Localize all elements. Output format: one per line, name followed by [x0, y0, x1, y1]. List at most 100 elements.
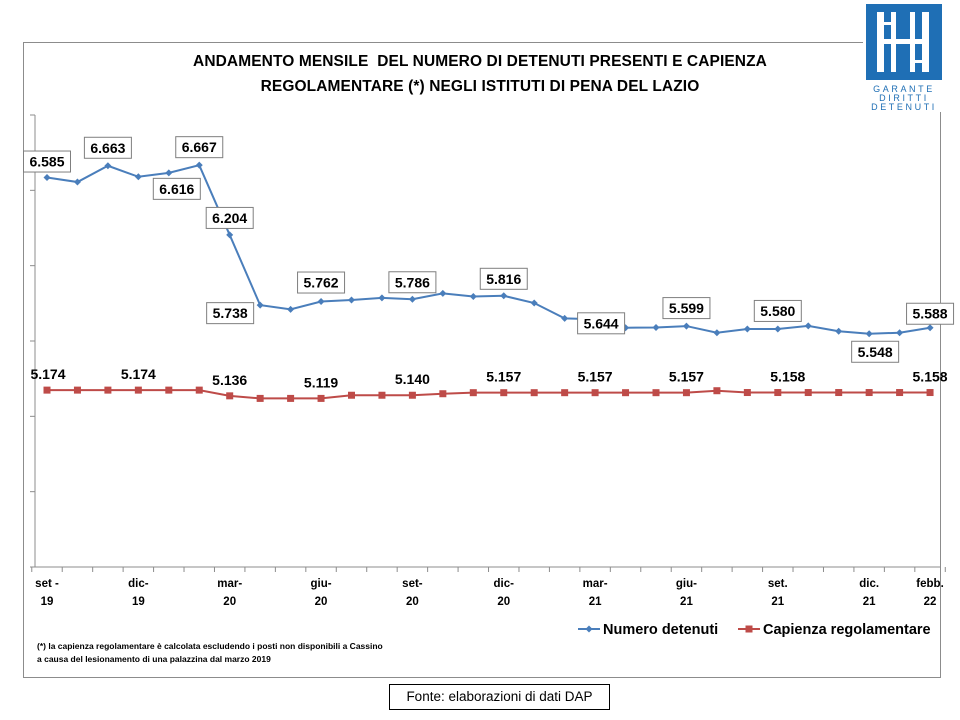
- data-point: [165, 169, 173, 177]
- data-point: [682, 389, 690, 397]
- value-label: 5.599: [669, 300, 704, 316]
- x-tick-label: giu-: [311, 578, 332, 590]
- data-point: [835, 389, 843, 397]
- data-point: [713, 387, 721, 395]
- data-point: [774, 389, 782, 397]
- value-label-box: [662, 297, 711, 320]
- x-tick-label: 21: [771, 596, 784, 608]
- value-label: 5.136: [212, 372, 247, 388]
- data-point: [530, 299, 538, 307]
- x-tick-label: set-: [402, 578, 423, 590]
- value-label: 6.616: [159, 181, 194, 197]
- value-label-box: [388, 271, 437, 294]
- footnote-line-1: (*) la capienza regolamentare è calcolat…: [37, 641, 383, 651]
- data-point: [469, 389, 477, 397]
- value-label: 5.738: [213, 305, 248, 321]
- data-point: [43, 386, 51, 394]
- value-label: 5.762: [304, 275, 339, 291]
- x-tick-label: dic-: [128, 578, 149, 590]
- value-label: 5.140: [395, 371, 430, 387]
- data-point: [743, 325, 751, 333]
- data-point: [591, 389, 599, 397]
- data-point: [530, 389, 538, 397]
- data-point: [469, 293, 477, 301]
- data-point: [561, 389, 569, 397]
- data-point: [73, 178, 81, 186]
- value-label: 6.667: [182, 139, 217, 155]
- data-point: [439, 390, 447, 398]
- x-tick-label: 21: [863, 596, 876, 608]
- data-point: [652, 323, 660, 331]
- data-point: [195, 386, 203, 394]
- data-point: [256, 301, 264, 309]
- data-point: [165, 386, 173, 394]
- x-tick-label: 22: [924, 596, 937, 608]
- data-point: [896, 329, 904, 337]
- series-line: [46, 163, 931, 335]
- value-label: 5.174: [121, 366, 156, 382]
- value-label: 5.158: [770, 369, 805, 385]
- source-note: Fonte: elaborazioni di dati DAP: [389, 684, 610, 710]
- value-label-box: [906, 302, 955, 325]
- value-label: 5.548: [858, 344, 893, 360]
- x-tick-label: set -: [35, 578, 59, 590]
- value-label-box: [152, 177, 201, 200]
- data-point: [804, 389, 812, 397]
- data-point: [348, 296, 355, 304]
- legend-label: Numero detenuti: [603, 622, 718, 638]
- data-point: [134, 386, 142, 394]
- data-point: [348, 391, 355, 399]
- data-point: [865, 389, 873, 397]
- value-label-box: [479, 267, 528, 290]
- x-tick-label: 21: [589, 596, 602, 608]
- data-point: [439, 289, 447, 297]
- logo-text-line-2: DIRITTI: [879, 93, 929, 103]
- data-point: [774, 325, 782, 333]
- garante-logo: GARANTE DIRITTI DETENUTI: [863, 2, 943, 112]
- footnote: (*) la capienza regolamentare è calcolat…: [37, 640, 383, 666]
- data-point: [256, 394, 264, 402]
- data-point: [926, 389, 934, 397]
- data-point: [317, 298, 325, 306]
- value-label-box: [83, 136, 132, 159]
- value-label: 5.158: [913, 369, 948, 385]
- data-point: [500, 292, 508, 300]
- value-label: 5.119: [304, 374, 338, 390]
- value-label: 5.157: [669, 369, 704, 385]
- x-tick-label: mar-: [583, 578, 608, 590]
- value-label: 5.786: [395, 274, 430, 290]
- garante-logo-icon: GARANTE DIRITTI DETENUTI: [866, 4, 942, 112]
- x-tick-label: febb.: [916, 578, 943, 590]
- data-point: [622, 389, 630, 397]
- data-point: [195, 161, 203, 169]
- value-label: 5.157: [578, 369, 613, 385]
- x-tick-label: set.: [768, 578, 788, 590]
- value-label: 5.644: [584, 315, 619, 331]
- data-point: [134, 173, 142, 181]
- data-point: [408, 295, 416, 303]
- value-label: 5.157: [486, 369, 521, 385]
- logo-text-line-3: DETENUTI: [871, 102, 937, 112]
- value-label: 5.588: [913, 306, 948, 322]
- data-point: [226, 231, 234, 239]
- value-label-box: [753, 299, 802, 322]
- value-label: 6.585: [29, 154, 64, 170]
- data-point: [865, 330, 873, 338]
- legend-marker: [745, 625, 753, 633]
- logo-text-line-1: GARANTE: [873, 84, 935, 94]
- data-point: [43, 174, 51, 182]
- data-point: [713, 329, 721, 337]
- series-line: [47, 389, 931, 400]
- data-point: [926, 324, 934, 332]
- footnote-line-2: a causa del lesionamento di una palazzin…: [37, 654, 271, 664]
- data-point: [561, 314, 569, 322]
- value-label-box: [577, 312, 626, 335]
- data-point: [500, 389, 508, 397]
- chart-title-line-2: REGOLAMENTARE (*) NEGLI ISTITUTI DI PENA…: [260, 78, 700, 95]
- data-point: [378, 294, 386, 302]
- value-label: 6.204: [212, 210, 247, 226]
- x-tick-label: dic-: [494, 578, 515, 590]
- value-label: 6.663: [90, 140, 125, 156]
- data-point: [287, 305, 295, 313]
